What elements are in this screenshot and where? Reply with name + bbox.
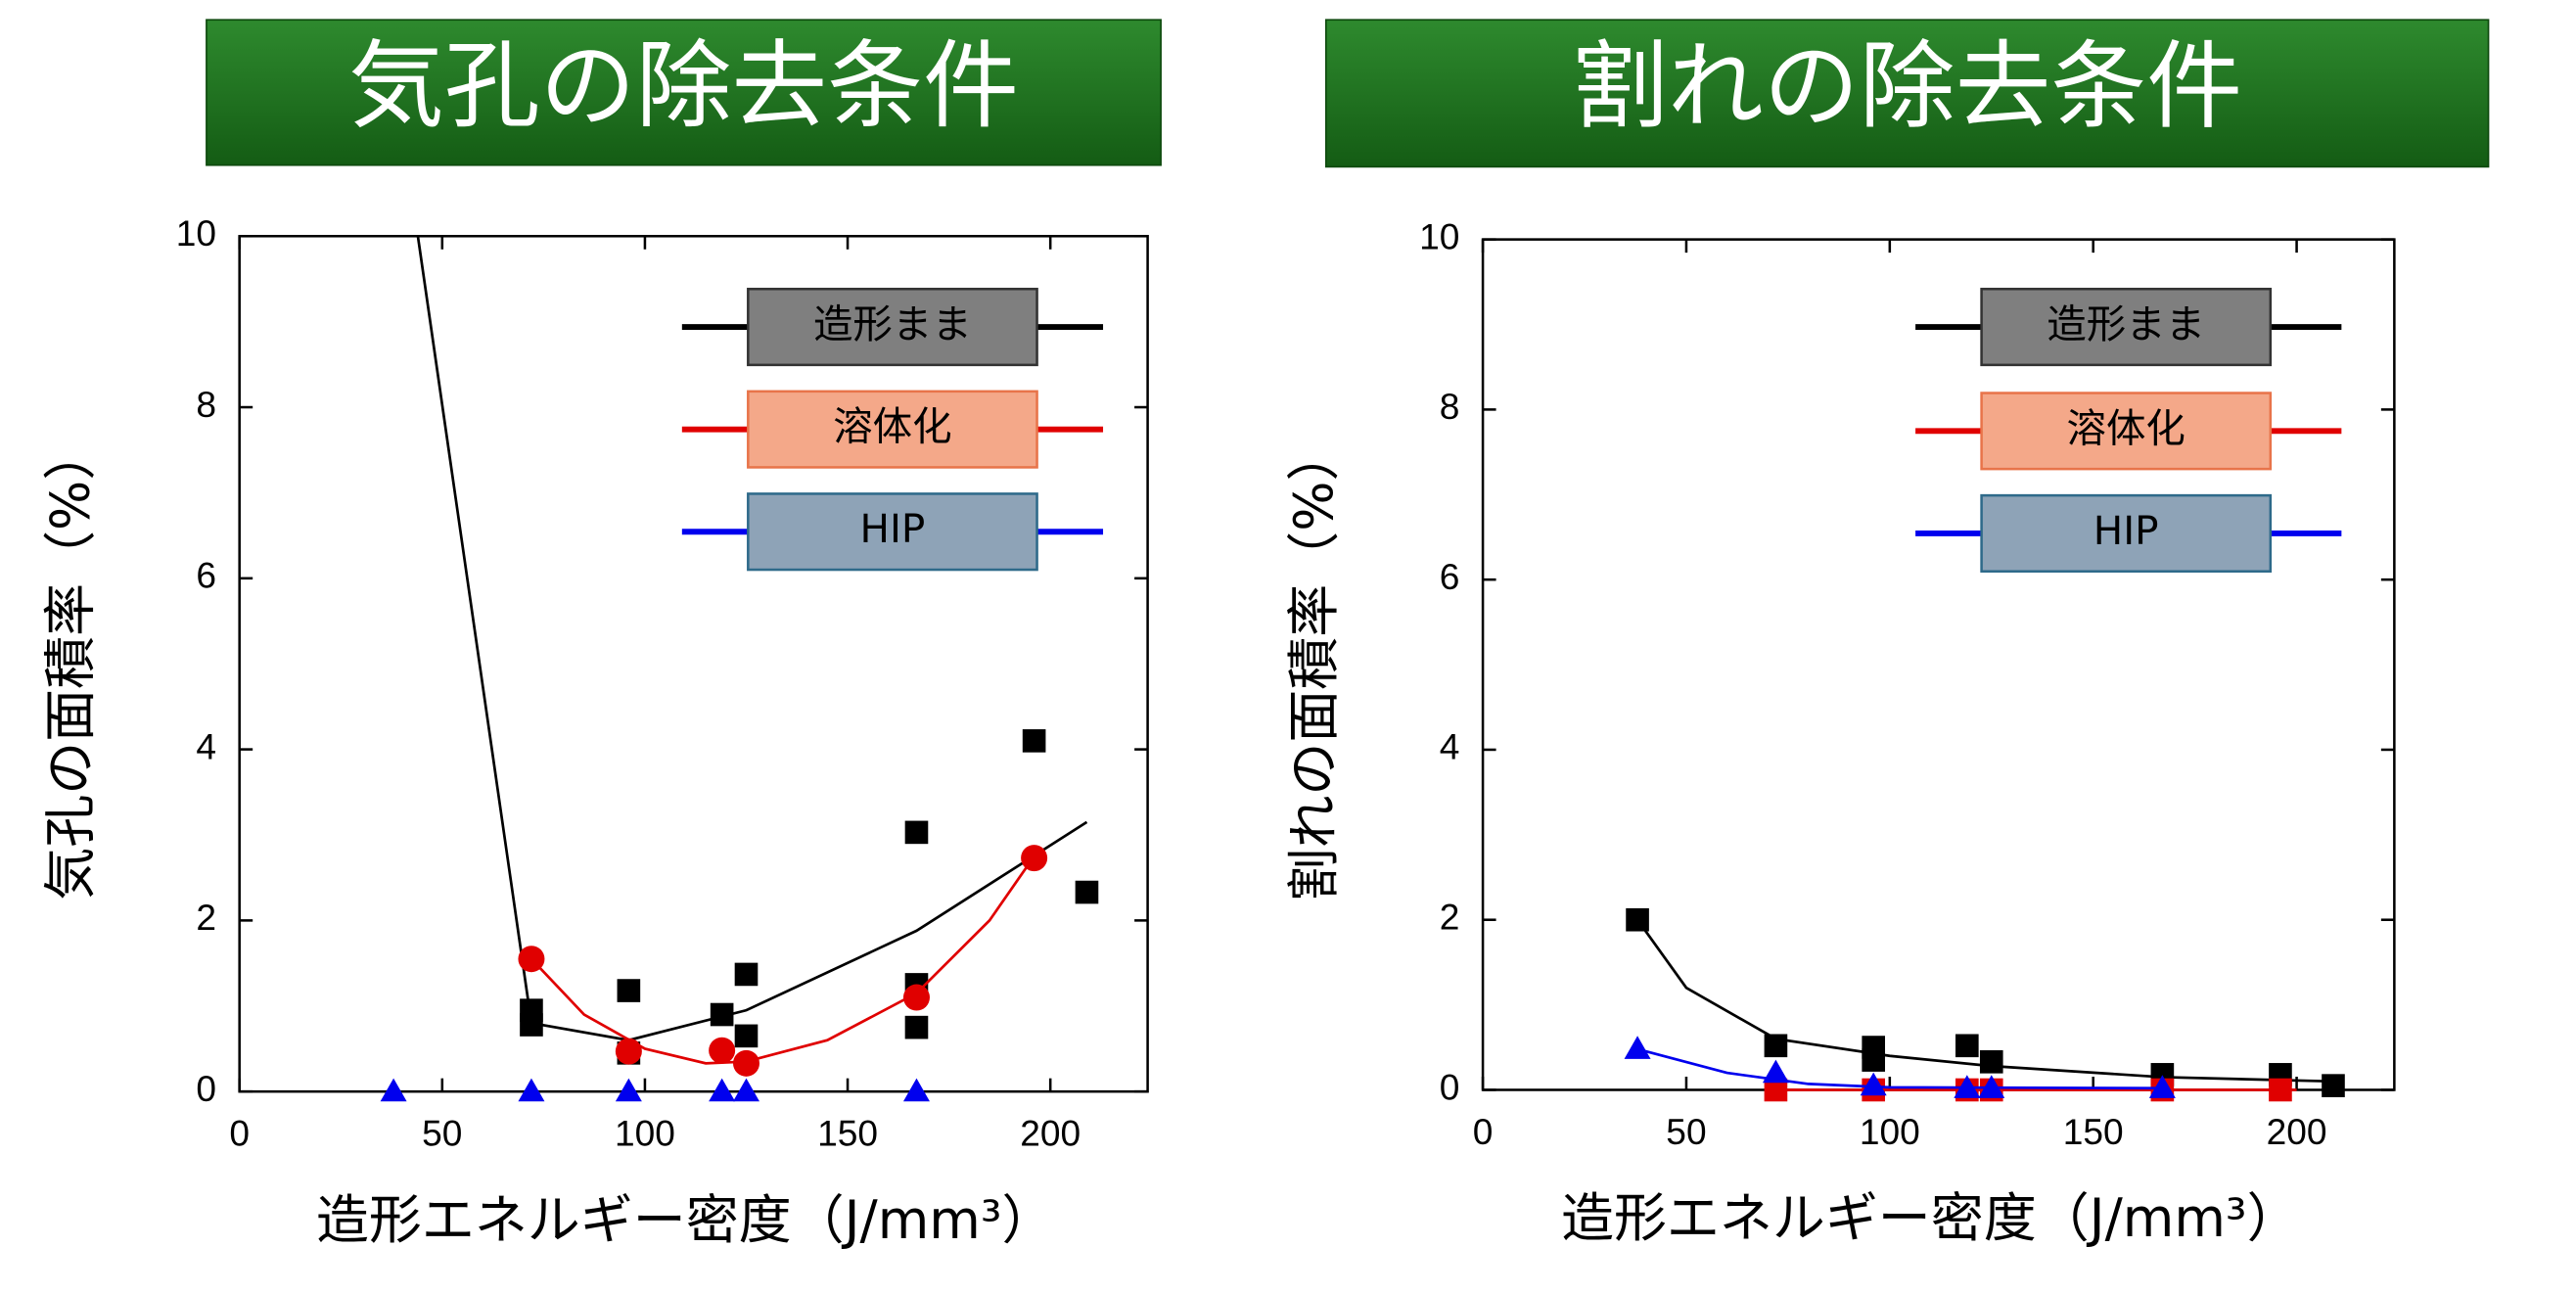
chart-title: 割れの除去条件 xyxy=(1572,31,2242,143)
marker-triangle xyxy=(1624,1036,1651,1059)
x-tick-label: 0 xyxy=(1473,1111,1494,1152)
marker-triangle xyxy=(615,1078,642,1102)
marker-square xyxy=(1022,729,1046,753)
y-tick-label: 0 xyxy=(1440,1066,1460,1107)
legend-label: 溶体化 xyxy=(833,403,951,450)
marker-triangle xyxy=(2148,1075,2176,1098)
x-tick-label: 50 xyxy=(422,1113,462,1154)
legend-label: 造形まま xyxy=(2047,300,2205,347)
legend-box xyxy=(747,492,1038,572)
marker-square xyxy=(617,979,641,1002)
y-tick-label: 10 xyxy=(1419,215,1459,256)
marker-square xyxy=(1626,907,1649,932)
y-tick-label: 10 xyxy=(176,212,216,254)
marker-square xyxy=(1764,1078,1788,1102)
legend-box xyxy=(747,287,1038,367)
marker-circle xyxy=(902,984,930,1011)
legend-box xyxy=(1980,493,2273,574)
marker-triangle xyxy=(709,1078,736,1102)
marker-square xyxy=(1764,1034,1788,1058)
legend-label: 溶体化 xyxy=(2066,404,2185,451)
x-tick-label: 100 xyxy=(615,1113,675,1154)
x-tick-label: 0 xyxy=(229,1113,250,1154)
y-tick-label: 6 xyxy=(196,555,216,596)
fit-line xyxy=(529,855,1035,1065)
marker-square xyxy=(2269,1078,2292,1102)
y-tick-label: 2 xyxy=(196,897,216,938)
marker-circle xyxy=(1021,845,1048,872)
y-tick-label: 6 xyxy=(1440,556,1460,597)
plot-frame xyxy=(238,234,1149,1093)
marker-triangle xyxy=(1954,1075,1981,1098)
marker-square xyxy=(904,820,929,845)
legend-box xyxy=(1980,392,2273,471)
marker-square xyxy=(520,1013,543,1037)
legend-box xyxy=(1980,287,2273,367)
fit-line xyxy=(1636,1047,2163,1090)
legend-label: HIP xyxy=(2093,507,2159,554)
x-tick-label: 200 xyxy=(2267,1111,2327,1152)
x-tick-label: 100 xyxy=(1860,1111,1920,1152)
marker-triangle xyxy=(1978,1075,2005,1098)
legend-label: HIP xyxy=(860,505,926,552)
legend-label: 造形まま xyxy=(813,300,972,347)
marker-circle xyxy=(518,946,545,973)
x-tick-label: 150 xyxy=(2063,1111,2124,1152)
y-tick-label: 8 xyxy=(196,384,216,425)
marker-triangle xyxy=(902,1078,930,1102)
title-banner xyxy=(206,19,1162,166)
marker-triangle xyxy=(1762,1059,1789,1084)
marker-square xyxy=(1075,880,1099,904)
y-tick-label: 8 xyxy=(1440,386,1460,427)
y-tick-label: 2 xyxy=(1440,897,1460,938)
marker-triangle xyxy=(380,1078,407,1102)
marker-circle xyxy=(732,1049,759,1077)
title-banner xyxy=(1324,19,2490,168)
x-axis-label: 造形エネルギー密度（J/mm³） xyxy=(316,1189,1055,1251)
plot-frame xyxy=(1481,238,2396,1091)
marker-square xyxy=(1862,1048,1886,1072)
marker-circle xyxy=(615,1038,642,1065)
marker-triangle xyxy=(518,1078,545,1102)
y-axis-label: 気孔の面積率（%） xyxy=(40,428,102,900)
marker-square xyxy=(1979,1050,2003,1074)
fit-line xyxy=(416,236,1088,1042)
y-tick-label: 0 xyxy=(196,1068,216,1109)
marker-circle xyxy=(709,1037,736,1064)
chart-title: 気孔の除去条件 xyxy=(348,30,1019,142)
legend-box xyxy=(747,390,1038,469)
y-tick-label: 4 xyxy=(196,725,216,766)
marker-triangle xyxy=(732,1078,759,1102)
marker-square xyxy=(734,962,759,987)
marker-triangle xyxy=(1860,1072,1887,1096)
marker-square xyxy=(734,1024,759,1048)
x-axis-label: 造形エネルギー密度（J/mm³） xyxy=(1561,1187,2300,1249)
y-axis-label: 割れの面積率（%） xyxy=(1283,429,1345,901)
x-tick-label: 150 xyxy=(817,1113,878,1154)
marker-square xyxy=(904,1015,929,1039)
x-tick-label: 200 xyxy=(1020,1113,1081,1154)
marker-square xyxy=(710,1002,734,1027)
marker-square xyxy=(1955,1034,1979,1058)
marker-square xyxy=(2322,1074,2345,1097)
y-tick-label: 4 xyxy=(1440,726,1460,767)
x-tick-label: 50 xyxy=(1666,1111,1706,1152)
